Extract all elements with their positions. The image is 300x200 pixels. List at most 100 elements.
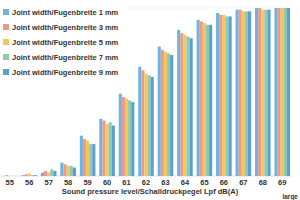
- bar: [44, 171, 47, 176]
- bar: [258, 8, 261, 176]
- bar: [164, 52, 167, 176]
- bar: [8, 176, 11, 177]
- bar: [141, 70, 144, 176]
- bar: [5, 175, 8, 176]
- x-tick-label: 66: [220, 178, 228, 187]
- bar: [267, 10, 270, 176]
- bar: [112, 126, 115, 176]
- bar: [41, 173, 44, 176]
- x-tick-label: 59: [83, 178, 91, 187]
- x-tick-label: 57: [44, 178, 52, 187]
- x-tick-label: 68: [259, 178, 267, 187]
- bar: [106, 124, 109, 176]
- bar: [161, 50, 164, 176]
- bar: [63, 164, 66, 176]
- legend-box: [1, 6, 123, 85]
- bar: [128, 100, 131, 176]
- bar: [11, 176, 14, 177]
- x-tick-label: 60: [103, 178, 111, 187]
- bar: [278, 8, 281, 176]
- bar: [197, 20, 200, 176]
- bar: [102, 121, 105, 176]
- bar: [264, 10, 267, 176]
- x-tick-label: 65: [200, 178, 208, 187]
- bar: [73, 168, 76, 176]
- bar: [53, 171, 56, 176]
- bar: [190, 38, 193, 176]
- bar: [255, 8, 258, 176]
- x-tick-label: 64: [181, 178, 190, 187]
- legend-label: Joint width/Fugenbreite 1 mm: [12, 8, 119, 17]
- bar: [31, 175, 34, 176]
- bar: [245, 11, 248, 176]
- bar: [167, 53, 170, 176]
- legend: Joint width/Fugenbreite 1 mm Joint width/…: [1, 6, 123, 85]
- bar: [170, 55, 173, 176]
- x-tick-label: 63: [161, 178, 169, 187]
- x-tick-label: 56: [25, 178, 33, 187]
- bar: [14, 176, 17, 177]
- bar: [125, 99, 128, 176]
- bar: [131, 102, 134, 176]
- bar: [274, 8, 277, 176]
- legend-label: Joint width/Fugenbreite 9 mm: [12, 68, 119, 77]
- bar: [284, 8, 287, 176]
- legend-swatch: [3, 69, 9, 75]
- bar: [70, 166, 73, 176]
- bar: [151, 77, 154, 176]
- bar: [50, 169, 53, 176]
- legend-swatch: [3, 24, 9, 30]
- bar: [21, 175, 24, 176]
- bar: [200, 21, 203, 176]
- bar: [122, 97, 125, 176]
- x-axis-title: Sound pressure level/Schalldruckpegel Lp…: [62, 187, 239, 196]
- legend-label: Joint width/Fugenbreite 5 mm: [12, 38, 119, 47]
- bar: [86, 141, 89, 176]
- bar: [47, 173, 50, 176]
- bar: [144, 74, 147, 176]
- annotation: large: [282, 193, 298, 200]
- bar: [239, 10, 242, 176]
- bar: [281, 8, 284, 176]
- bar: [89, 144, 92, 176]
- bar: [236, 10, 239, 176]
- x-tick-label: 62: [142, 178, 150, 187]
- bar: [138, 67, 141, 176]
- x-tick-label: 58: [64, 178, 72, 187]
- bar: [99, 119, 102, 176]
- chart: 55 56 57 58 59 60 61 62 63 64 65 66 67 68 69 Sound pres…: [0, 0, 300, 200]
- bar: [261, 10, 264, 176]
- bar: [119, 94, 122, 176]
- bar: [216, 13, 219, 176]
- legend-label: Joint width/Fugenbreite 7 mm: [12, 53, 119, 62]
- bar: [67, 166, 70, 176]
- legend-swatch: [3, 54, 9, 60]
- bar: [248, 11, 251, 176]
- x-tick-label: 67: [239, 178, 247, 187]
- x-tick-label: 69: [278, 178, 286, 187]
- bar: [225, 16, 228, 176]
- bar: [60, 163, 63, 176]
- bar: [25, 174, 28, 176]
- bar: [28, 173, 31, 176]
- bar: [287, 8, 290, 176]
- bar: [186, 37, 189, 176]
- bar: [83, 139, 86, 176]
- legend-swatch: [3, 9, 9, 15]
- x-tick-label: 55: [6, 178, 14, 187]
- bar: [206, 25, 209, 176]
- bar: [2, 176, 5, 177]
- bar: [222, 15, 225, 176]
- legend-swatch: [3, 39, 9, 45]
- bar: [158, 47, 161, 176]
- bar: [229, 16, 232, 176]
- bar: [183, 35, 186, 176]
- bar: [92, 144, 95, 176]
- bar: [148, 75, 151, 176]
- legend-label: Joint width/Fugenbreite 3 mm: [12, 23, 119, 32]
- x-tick-label: 61: [122, 178, 130, 187]
- bar: [203, 23, 206, 176]
- bar: [80, 136, 83, 176]
- bar: [242, 11, 245, 176]
- bar: [109, 122, 112, 176]
